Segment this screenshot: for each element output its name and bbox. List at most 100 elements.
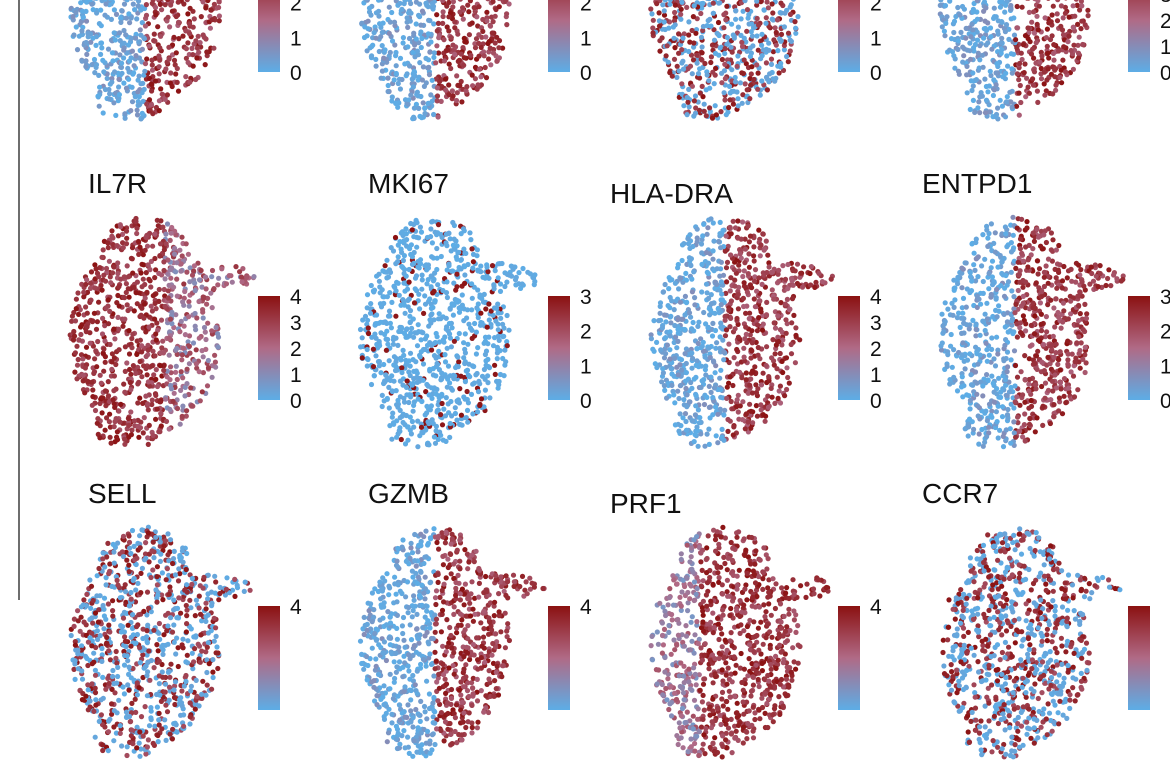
cell-point <box>774 30 779 35</box>
cell-point <box>968 57 973 62</box>
cell-point <box>102 13 107 18</box>
cell-point <box>119 61 124 66</box>
cell-point <box>480 17 485 22</box>
cell-point <box>699 35 704 40</box>
cell-point <box>135 280 140 285</box>
cell-point <box>739 70 744 75</box>
cell-point <box>420 277 425 282</box>
cell-point <box>417 60 422 65</box>
cell-point <box>958 30 963 35</box>
cell-point <box>72 370 77 375</box>
cell-point <box>1031 83 1036 88</box>
cell-point <box>100 58 105 63</box>
cell-point <box>745 7 750 12</box>
scale-tick-label: 2 <box>290 338 302 361</box>
cell-point <box>395 105 400 110</box>
cell-point <box>426 65 431 70</box>
scale-tick-label: 1 <box>870 27 882 50</box>
cell-point <box>446 14 451 19</box>
cell-point <box>100 316 105 321</box>
cell-point <box>180 352 185 357</box>
cell-point <box>152 256 157 261</box>
cell-point <box>174 260 179 265</box>
cell-point <box>693 111 698 116</box>
cell-point <box>1022 70 1027 75</box>
cell-point <box>994 70 999 75</box>
cell-point <box>143 394 148 399</box>
cell-point <box>779 32 784 37</box>
cell-point <box>176 36 181 41</box>
cell-point <box>1004 53 1009 58</box>
cell-point <box>431 277 436 282</box>
cell-point <box>793 26 798 31</box>
cell-point <box>778 1 783 6</box>
cell-point <box>985 89 990 94</box>
cell-point <box>483 388 488 393</box>
cell-point <box>442 352 447 357</box>
cell-point <box>84 329 89 334</box>
cell-point <box>157 253 162 258</box>
cell-point <box>463 397 468 402</box>
cell-point <box>975 38 980 43</box>
cell-point <box>955 5 960 10</box>
cell-point <box>83 9 88 14</box>
cell-point <box>186 60 191 65</box>
cell-point <box>147 97 152 102</box>
cell-point <box>398 86 403 91</box>
cell-point <box>90 394 95 399</box>
cell-point <box>367 6 372 11</box>
cell-point <box>184 408 189 413</box>
cell-point <box>150 349 155 354</box>
cell-point <box>197 277 202 282</box>
cell-point <box>181 281 186 286</box>
cell-point <box>192 16 197 21</box>
cell-point <box>724 4 729 9</box>
cell-point <box>748 54 753 59</box>
cell-point <box>733 79 738 84</box>
cell-point <box>460 292 465 297</box>
cell-point <box>789 39 794 44</box>
cell-point <box>704 113 709 118</box>
cell-point <box>130 99 135 104</box>
cell-point <box>1035 100 1040 105</box>
cell-point <box>167 283 172 288</box>
cell-point <box>459 257 464 262</box>
cell-point <box>76 338 81 343</box>
cell-point <box>105 240 110 245</box>
cell-point <box>680 59 685 64</box>
cell-point <box>178 388 183 393</box>
cell-point <box>172 391 177 396</box>
cell-point <box>1011 15 1016 20</box>
cell-point <box>179 319 184 324</box>
cell-point <box>389 10 394 15</box>
cell-point <box>1037 60 1042 65</box>
cell-point <box>461 355 466 360</box>
cell-point <box>76 357 81 362</box>
cell-point <box>788 5 793 10</box>
cell-point <box>117 92 122 97</box>
cell-point <box>452 52 457 57</box>
cell-point <box>461 340 466 345</box>
cell-point <box>1049 72 1054 77</box>
cell-point <box>146 347 151 352</box>
cell-point <box>156 271 161 276</box>
cell-point <box>158 411 163 416</box>
cell-point <box>143 61 148 66</box>
cell-point <box>130 332 135 337</box>
cell-point <box>134 352 139 357</box>
cell-point <box>504 22 509 27</box>
cell-point <box>212 353 217 358</box>
cell-point <box>95 94 100 99</box>
cell-point <box>174 346 179 351</box>
cell-point <box>1086 13 1091 18</box>
cell-point <box>145 435 150 440</box>
cell-point <box>1061 44 1066 49</box>
scale-tick-label: 1 <box>290 364 302 387</box>
cell-point <box>183 332 188 337</box>
cell-point <box>132 7 137 12</box>
cell-point <box>150 68 155 73</box>
cell-point <box>411 409 416 414</box>
cell-point <box>165 92 170 97</box>
cell-point <box>127 295 132 300</box>
